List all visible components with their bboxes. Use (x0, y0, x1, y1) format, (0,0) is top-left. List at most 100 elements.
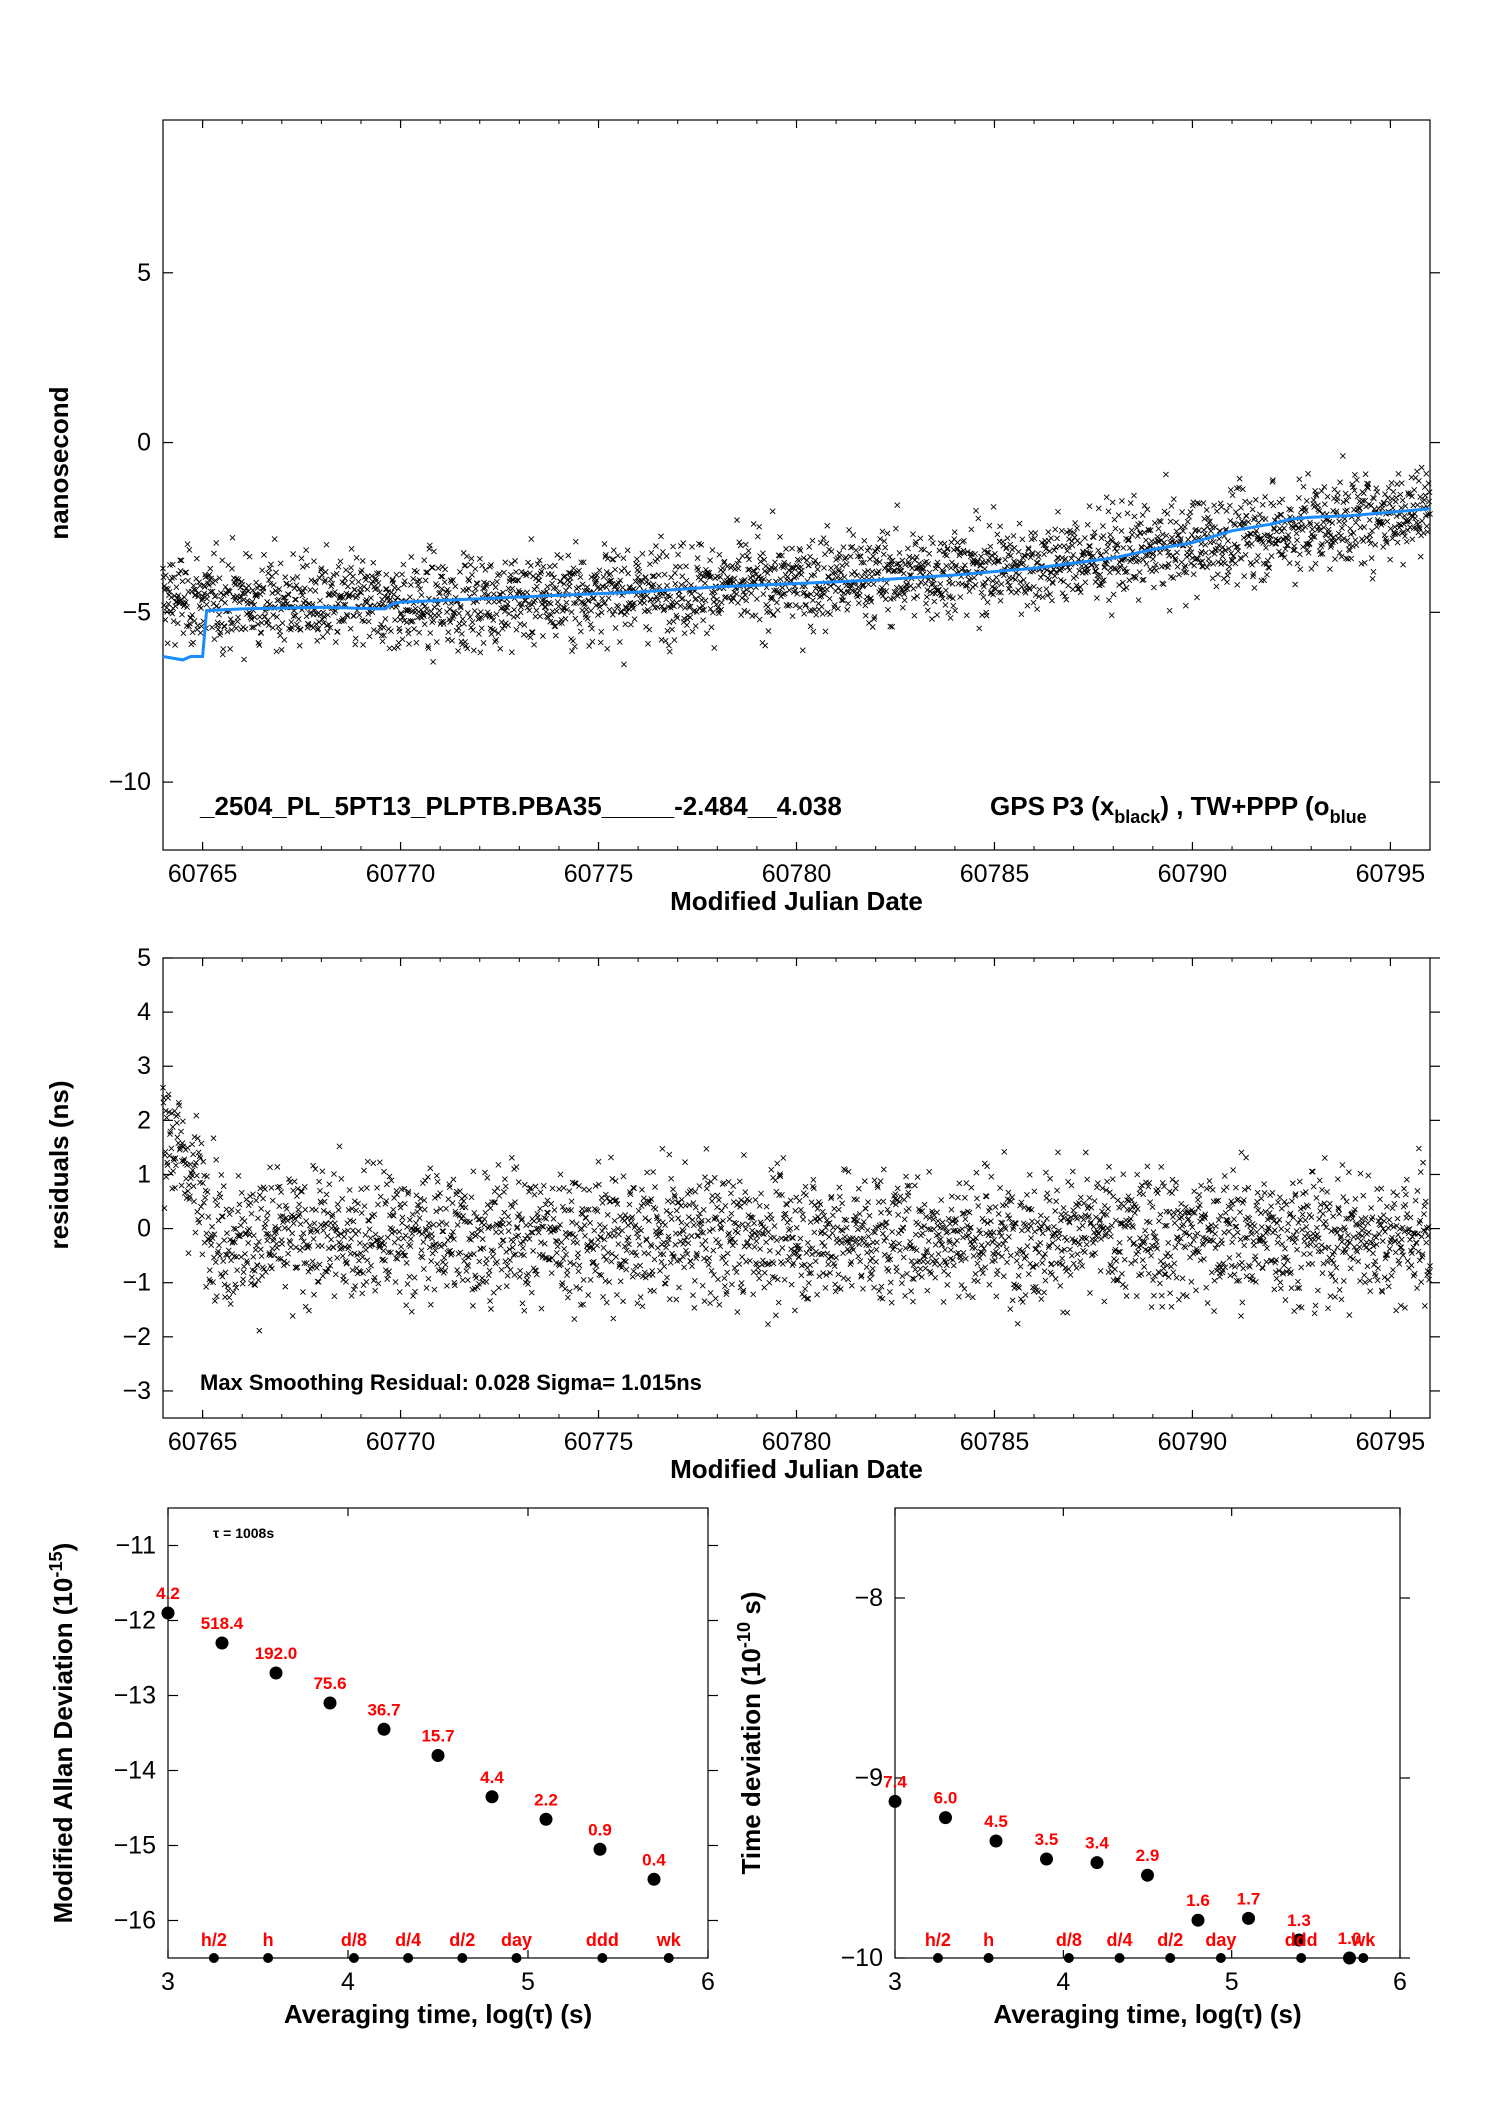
data-point-x (433, 639, 440, 645)
data-point-x (667, 593, 674, 600)
data-point-x (513, 626, 520, 633)
data-point-x (212, 592, 219, 599)
data-point-x (424, 569, 431, 576)
data-point-x (692, 623, 699, 629)
data-point-x (312, 588, 319, 594)
data-point-x (635, 562, 642, 569)
data-point-x (683, 563, 689, 570)
data-point-x (316, 619, 323, 625)
data-point-x (671, 637, 678, 643)
data-point-x (735, 565, 742, 572)
data-point-x (180, 630, 187, 637)
data-point-x (838, 569, 845, 576)
x-tick-label: 60795 (1356, 860, 1426, 888)
data-point-x (320, 609, 327, 616)
data-point-x (488, 614, 495, 620)
data-point-x (318, 571, 325, 578)
data-point-x (798, 567, 805, 574)
data-point-x (196, 579, 203, 586)
data-point-x (738, 612, 745, 618)
data-point-x (380, 600, 386, 607)
data-point-x (661, 571, 668, 578)
data-point-x (707, 605, 714, 612)
data-point-x (854, 572, 860, 579)
data-point-x (456, 620, 463, 627)
data-point-x (386, 645, 393, 652)
data-point-x (661, 606, 668, 613)
data-point-x (797, 604, 803, 611)
data-point-x (317, 597, 323, 604)
data-point-x (685, 603, 692, 610)
data-point-x (828, 548, 835, 555)
data-point-x (745, 566, 751, 573)
data-point-x (510, 577, 517, 584)
data-point-x (331, 589, 338, 595)
data-point-x (427, 630, 434, 636)
data-point-x (298, 555, 305, 562)
data-point-x (410, 575, 417, 582)
data-point-x (812, 557, 819, 564)
data-point-x (390, 579, 397, 586)
data-point-x (765, 628, 772, 635)
data-point-x (239, 590, 246, 597)
data-point-x (547, 600, 554, 607)
data-point-x (456, 610, 462, 617)
data-point-x (260, 585, 266, 592)
data-point-x (192, 591, 199, 598)
data-point-x (577, 628, 584, 635)
data-point-x (603, 584, 610, 591)
data-point-x (621, 661, 627, 668)
data-point-x (501, 608, 508, 615)
data-point-x (845, 600, 852, 607)
data-point-x (717, 574, 724, 580)
data-point-x (276, 586, 283, 592)
data-point-x (186, 546, 193, 553)
data-point-x (741, 576, 748, 583)
data-point-x (725, 594, 732, 601)
data-point-x (774, 607, 781, 613)
data-point-x (521, 622, 528, 628)
data-point-x (264, 617, 271, 624)
data-point-x (678, 581, 685, 588)
data-point-x (447, 577, 454, 584)
data-point-x (734, 599, 741, 606)
data-point-x (660, 607, 667, 614)
data-point-x (480, 640, 487, 646)
data-point-x (811, 571, 818, 578)
data-point-x (358, 567, 365, 574)
data-point-x (655, 597, 662, 604)
data-point-x (671, 570, 678, 576)
data-point-x (246, 553, 253, 560)
data-point-x (337, 593, 343, 599)
data-point-x (335, 563, 342, 570)
data-point-x (727, 577, 734, 584)
data-point-x (493, 611, 500, 618)
x-tick-label: 60770 (366, 860, 436, 888)
data-point-x (543, 588, 550, 595)
data-point-x (437, 589, 443, 596)
data-point-x (797, 564, 804, 571)
data-point-x (562, 615, 569, 622)
data-point-x (664, 582, 670, 589)
data-point-x (249, 587, 256, 594)
data-point-x (512, 558, 518, 564)
data-point-x (438, 573, 444, 580)
data-point-x (770, 611, 777, 618)
data-point-x (607, 570, 614, 577)
data-point-x (399, 636, 406, 643)
data-point-x (496, 571, 503, 577)
data-point-x (744, 609, 751, 616)
data-point-x (323, 541, 330, 548)
data-point-x (268, 561, 274, 568)
data-point-x (465, 585, 472, 592)
data-point-x (536, 577, 543, 584)
data-point-x (352, 635, 359, 642)
data-point-x (274, 589, 281, 596)
data-point-x (439, 573, 446, 580)
data-point-x (745, 547, 752, 554)
caption-legend-text: ) , TW+PPP (o (1160, 791, 1329, 821)
data-point-x (610, 556, 617, 563)
data-point-x (229, 565, 235, 572)
data-point-x (563, 587, 569, 594)
data-point-x (340, 594, 347, 601)
